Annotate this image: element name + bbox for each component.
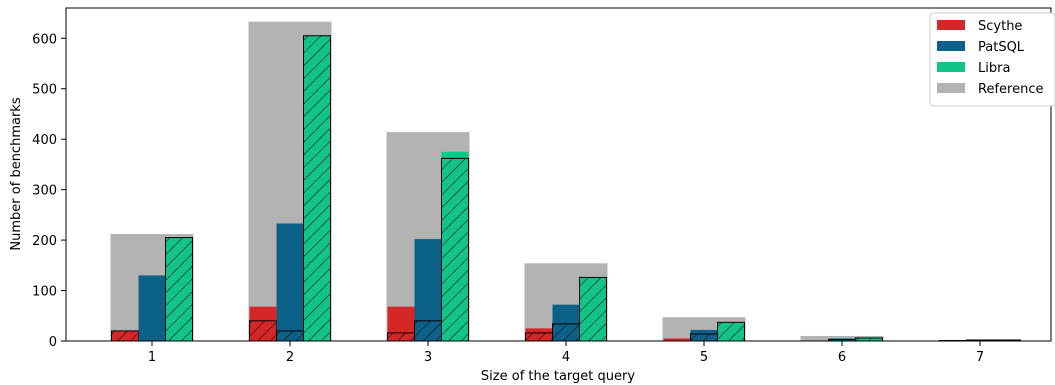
y-tick-label-300: 300 (32, 184, 57, 199)
plot-frame (65, 7, 1052, 342)
x-tick-label-7: 7 (976, 350, 984, 365)
x-tick-label-5: 5 (700, 350, 708, 365)
legend-swatch-patsql (937, 41, 965, 51)
x-tick-label-2: 2 (286, 350, 294, 365)
y-tick-label-500: 500 (32, 83, 57, 98)
y-tick-label-100: 100 (32, 285, 57, 300)
patsql-hatch-overlay-3 (414, 320, 442, 342)
libra-hatch-overlay-1 (165, 237, 193, 342)
libra-hatch-overlay-5 (717, 321, 745, 342)
y-axis-ticks: 0 100 200 300 400 500 600 (32, 32, 66, 350)
legend-swatch-scythe (937, 20, 965, 30)
libra-hatch-overlay-4 (579, 276, 607, 342)
scythe-hatch-overlay-1 (111, 330, 139, 342)
legend-label-patsql: PatSQL (978, 40, 1025, 55)
legend: Scythe PatSQL Libra Reference (929, 12, 1055, 107)
libra-hatch-overlay-2 (303, 35, 331, 342)
scythe-bar-5 (663, 338, 691, 341)
y-tick-label-600: 600 (32, 32, 57, 47)
y-tick-label-400: 400 (32, 133, 57, 148)
patsql-hatch-overlay-4 (552, 323, 580, 342)
scythe-hatch-overlay-2 (249, 320, 277, 342)
legend-swatch-reference (937, 83, 965, 93)
y-tick-label-0: 0 (49, 335, 57, 350)
libra-hatch-overlay-3 (441, 157, 469, 342)
y-tick-label-200: 200 (32, 234, 57, 249)
legend-label-scythe: Scythe (978, 19, 1022, 34)
x-tick-label-6: 6 (838, 350, 846, 365)
x-tick-label-3: 3 (424, 350, 432, 365)
legend-box (929, 12, 1055, 107)
x-tick-label-1: 1 (148, 350, 156, 365)
scythe-hatch-overlay-4 (525, 332, 553, 342)
x-tick-label-4: 4 (562, 350, 570, 365)
patsql-hatch-overlay-2 (276, 330, 304, 342)
y-axis-label: Number of benchmarks (9, 97, 24, 250)
legend-label-libra: Libra (978, 61, 1010, 76)
series-bars (111, 35, 1021, 342)
reference-bars (110, 21, 1022, 341)
patsql-hatch-overlay-5 (690, 333, 718, 342)
x-axis-label: Size of the target query (481, 369, 635, 384)
patsql-bar-2 (276, 223, 304, 341)
legend-swatch-libra (937, 62, 965, 72)
scythe-hatch-overlay-3 (387, 332, 415, 342)
x-axis-ticks: 1 2 3 4 5 6 7 (148, 341, 984, 365)
legend-label-reference: Reference (978, 82, 1043, 97)
patsql-bar-1 (138, 275, 166, 341)
